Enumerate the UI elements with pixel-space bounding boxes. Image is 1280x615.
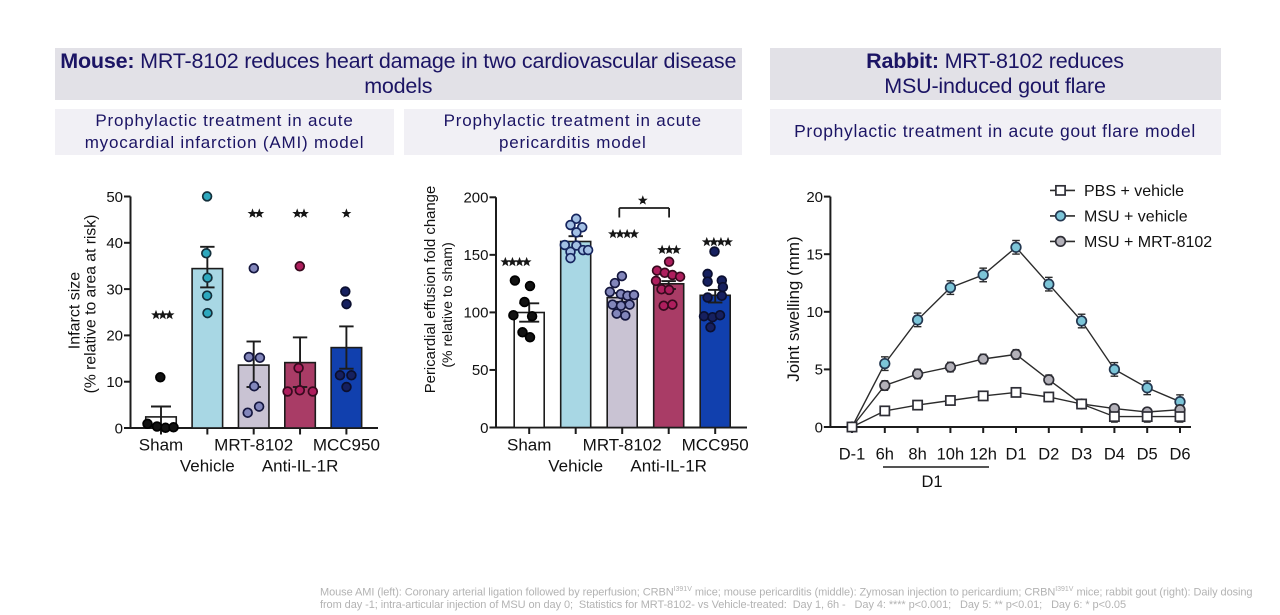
svg-text:5: 5 [815, 362, 823, 379]
svg-text:0: 0 [115, 420, 123, 437]
svg-text:Vehicle: Vehicle [548, 457, 603, 476]
svg-text:100: 100 [463, 305, 488, 322]
svg-text:MRT-8102: MRT-8102 [214, 436, 293, 455]
svg-text:D2: D2 [1038, 446, 1059, 464]
svg-text:6h: 6h [876, 446, 894, 464]
svg-text:40: 40 [106, 235, 123, 252]
svg-text:50: 50 [472, 362, 489, 379]
svg-text:MCC950: MCC950 [313, 436, 380, 455]
svg-text:Sham: Sham [139, 436, 183, 455]
svg-text:10: 10 [806, 304, 823, 321]
svg-text:(% relative to sham): (% relative to sham) [439, 242, 455, 367]
svg-text:MCC950: MCC950 [682, 436, 749, 455]
svg-text:D-1: D-1 [839, 446, 866, 464]
svg-text:30: 30 [106, 281, 123, 298]
svg-text:D6: D6 [1169, 446, 1190, 464]
svg-text:PBS + vehicle: PBS + vehicle [1084, 183, 1184, 200]
svg-text:D1: D1 [921, 473, 942, 491]
svg-text:MSU + vehicle: MSU + vehicle [1084, 208, 1188, 225]
svg-text:MSU + MRT-8102: MSU + MRT-8102 [1084, 234, 1212, 251]
svg-text:12h: 12h [969, 446, 997, 464]
svg-text:20: 20 [806, 189, 823, 206]
svg-text:Anti-IL-1R: Anti-IL-1R [262, 457, 339, 476]
svg-text:200: 200 [463, 190, 488, 207]
svg-text:0: 0 [815, 419, 823, 436]
svg-text:D1: D1 [1005, 446, 1026, 464]
svg-text:10h: 10h [937, 446, 965, 464]
svg-text:Pericardial effusion fold chan: Pericardial effusion fold change [423, 186, 439, 394]
svg-text:Anti-IL-1R: Anti-IL-1R [630, 457, 707, 476]
svg-text:20: 20 [106, 328, 123, 345]
svg-text:Vehicle: Vehicle [180, 457, 235, 476]
svg-text:15: 15 [806, 247, 823, 264]
svg-text:D4: D4 [1104, 446, 1125, 464]
svg-text:Infarct size: Infarct size [67, 272, 84, 349]
svg-text:50: 50 [106, 189, 123, 206]
svg-text:Sham: Sham [507, 436, 551, 455]
svg-text:0: 0 [480, 420, 488, 437]
svg-text:(% relative to area at risk): (% relative to area at risk) [83, 215, 100, 394]
svg-text:150: 150 [463, 247, 488, 264]
svg-text:D5: D5 [1137, 446, 1158, 464]
svg-text:10: 10 [106, 374, 123, 391]
svg-text:8h: 8h [908, 446, 926, 464]
svg-text:D3: D3 [1071, 446, 1092, 464]
svg-text:Joint swelling (mm): Joint swelling (mm) [784, 236, 803, 381]
svg-text:MRT-8102: MRT-8102 [583, 436, 662, 455]
